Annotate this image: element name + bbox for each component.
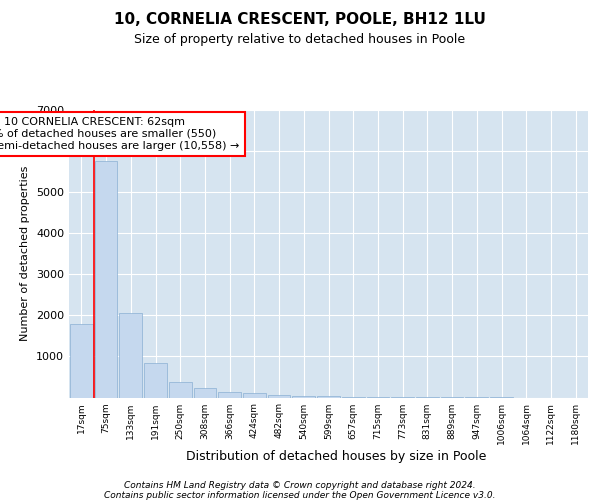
Bar	[367, 396, 389, 398]
Bar	[194, 388, 216, 398]
Text: 10, CORNELIA CRESCENT, POOLE, BH12 1LU: 10, CORNELIA CRESCENT, POOLE, BH12 1LU	[114, 12, 486, 28]
Text: Contains HM Land Registry data © Crown copyright and database right 2024.: Contains HM Land Registry data © Crown c…	[124, 481, 476, 490]
Bar	[144, 364, 167, 398]
Bar	[342, 396, 365, 398]
Bar	[243, 394, 266, 398]
Text: Distribution of detached houses by size in Poole: Distribution of detached houses by size …	[186, 450, 486, 463]
Bar	[218, 392, 241, 398]
Bar	[119, 314, 142, 398]
Bar	[70, 324, 93, 398]
Text: 10 CORNELIA CRESCENT: 62sqm
← 5% of detached houses are smaller (550)
95% of sem: 10 CORNELIA CRESCENT: 62sqm ← 5% of deta…	[0, 118, 239, 150]
Text: Size of property relative to detached houses in Poole: Size of property relative to detached ho…	[134, 32, 466, 46]
Bar	[317, 396, 340, 398]
Bar	[169, 382, 191, 398]
Bar	[95, 162, 118, 398]
Text: Contains public sector information licensed under the Open Government Licence v3: Contains public sector information licen…	[104, 491, 496, 500]
Y-axis label: Number of detached properties: Number of detached properties	[20, 166, 31, 342]
Bar	[292, 396, 315, 398]
Bar	[268, 395, 290, 398]
